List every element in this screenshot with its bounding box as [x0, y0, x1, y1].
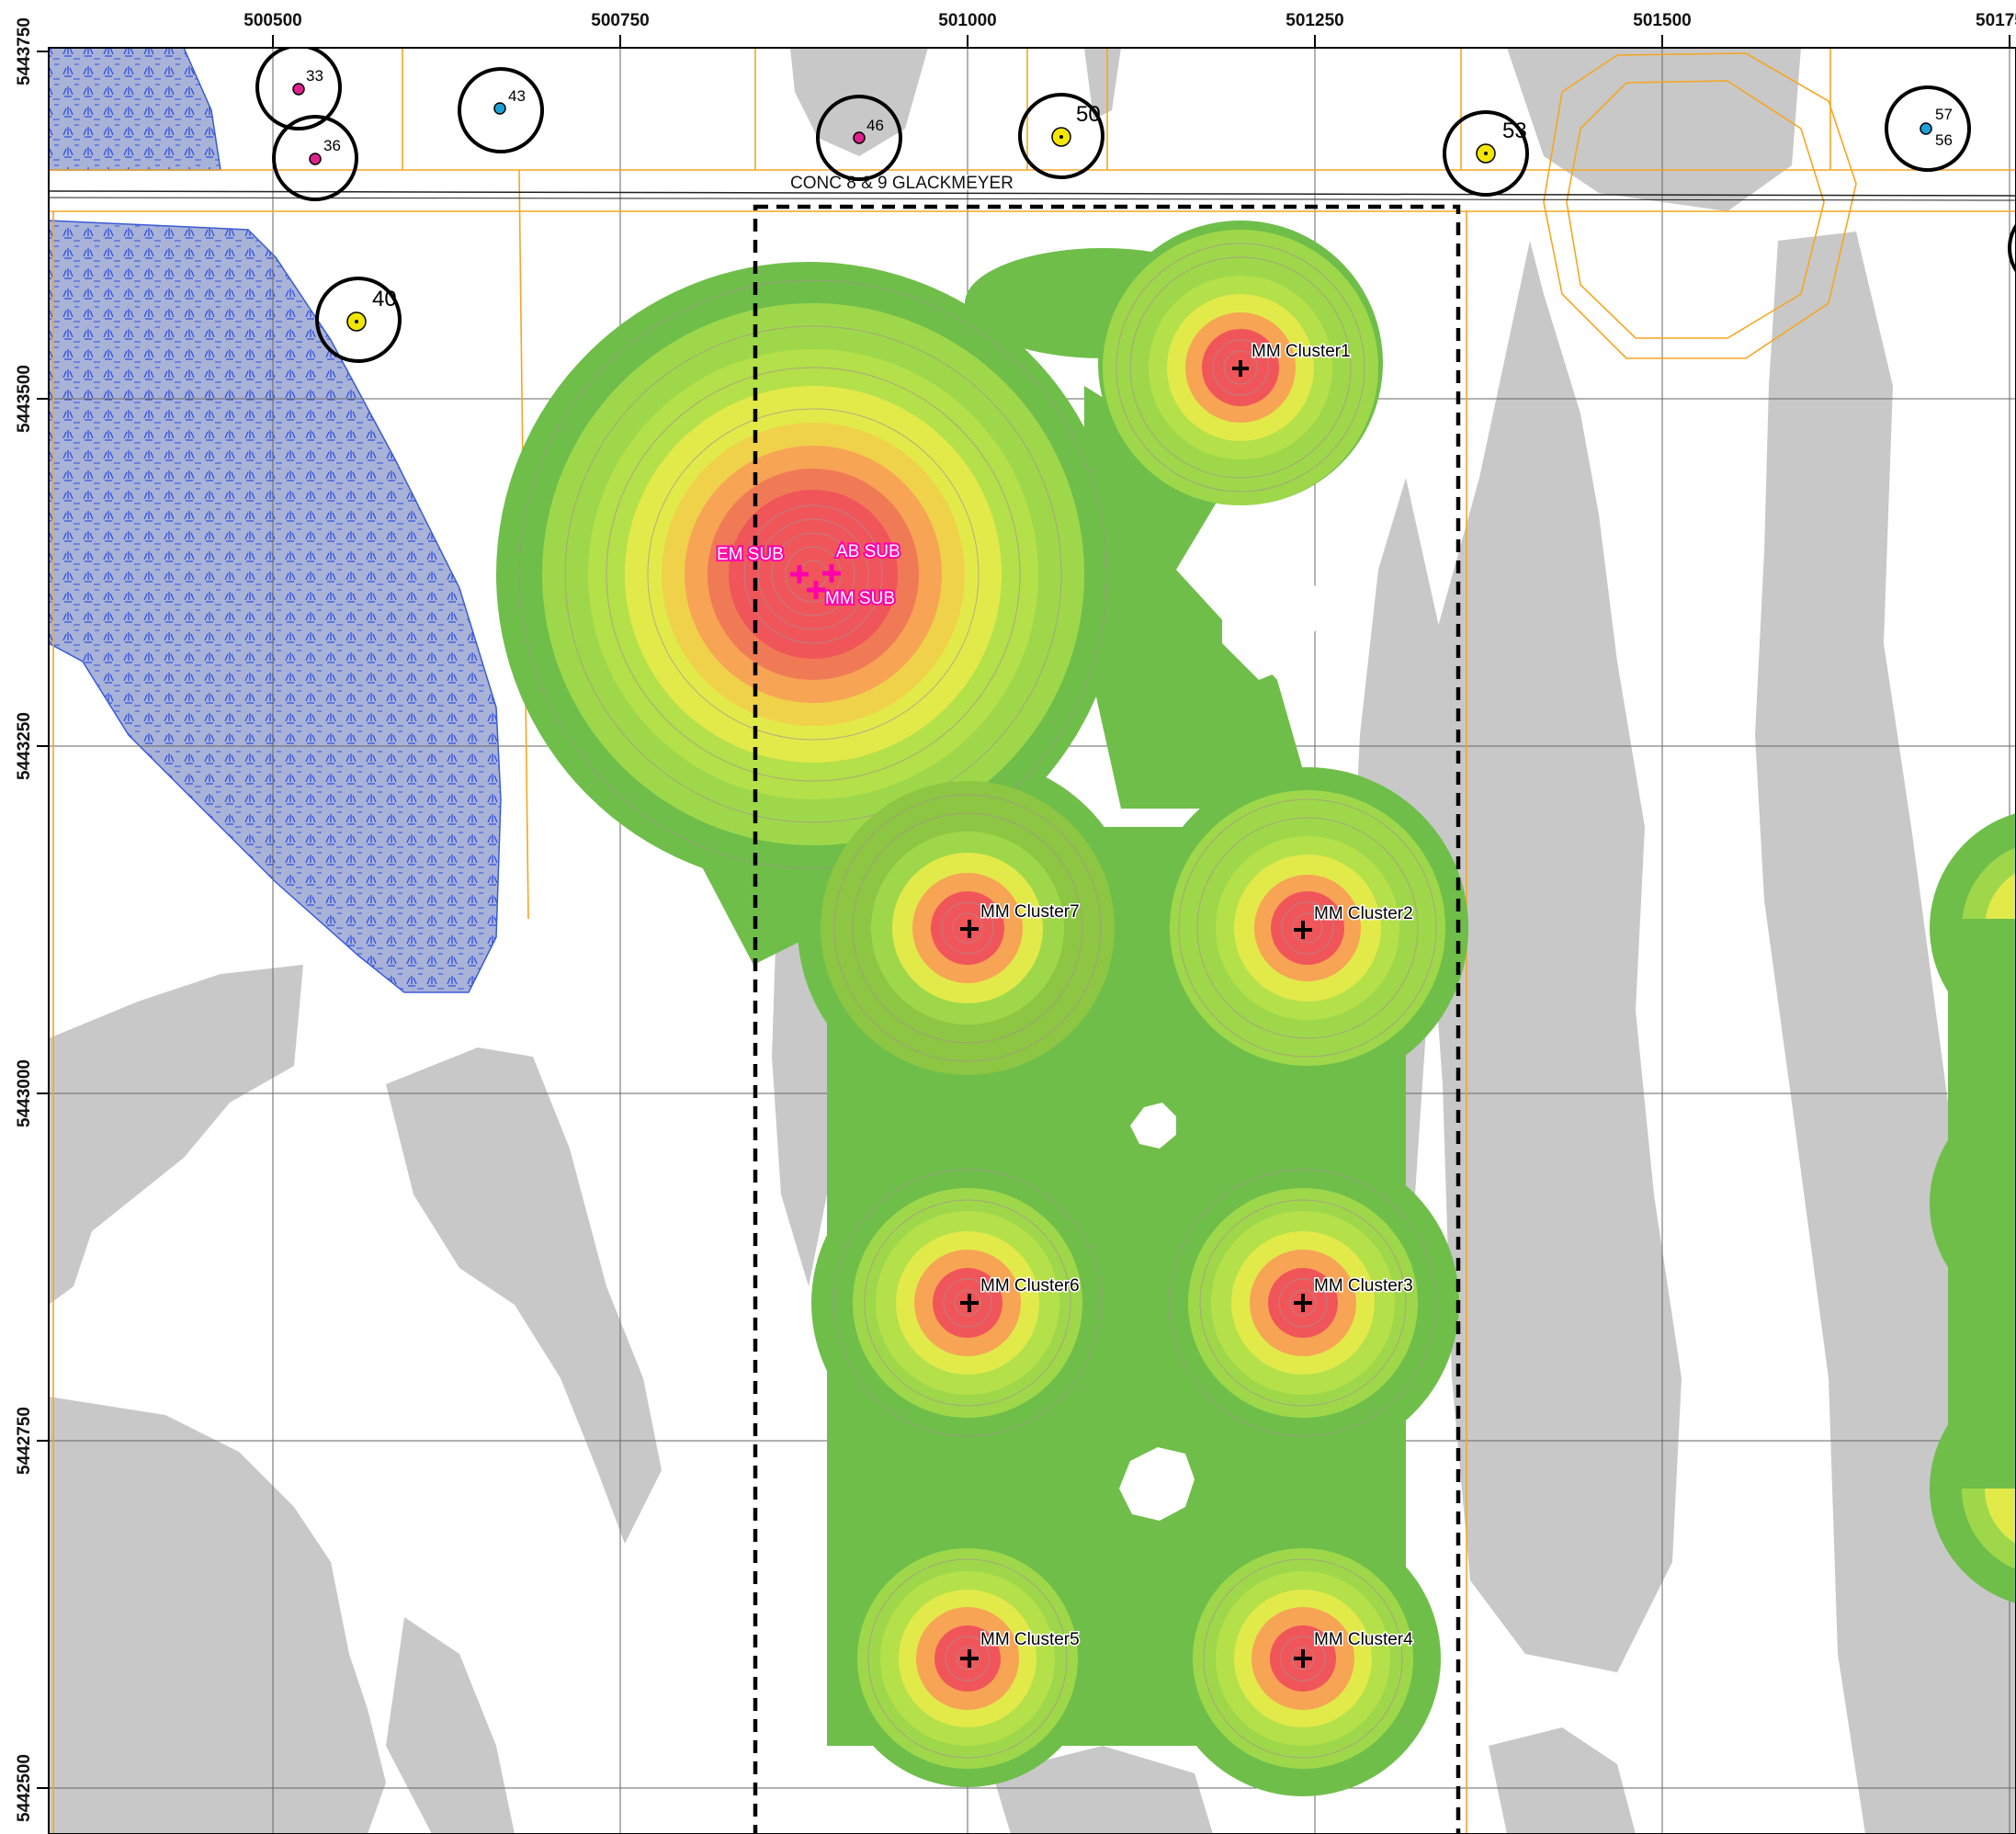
plus-icon — [807, 581, 825, 599]
circle-icon — [309, 153, 322, 165]
circle-icon — [493, 102, 506, 115]
y-tick-label: 5443500 — [15, 365, 34, 433]
well-label: 56 — [1935, 131, 1953, 149]
cluster-label: MM Cluster5 — [980, 1630, 1080, 1649]
cluster-5[interactable]: MM Cluster5 — [960, 1629, 1081, 1668]
x-tick-label: 501000 — [938, 11, 996, 30]
well-43[interactable]: 43 — [458, 67, 544, 153]
cluster-2[interactable]: MM Cluster2 — [1294, 903, 1414, 939]
substation-label: AB SUB — [836, 542, 900, 561]
well-buffer-circle — [255, 48, 342, 130]
well-buffer-circle — [816, 95, 902, 181]
east-contours — [1930, 813, 2016, 1603]
map-area[interactable]: CONC 8 & 9 GLACKMEYER 33 36 43 — [49, 46, 2016, 1834]
project-boundary — [753, 204, 1461, 1834]
well-buffer-circle — [2008, 222, 2016, 274]
well-buffer-circle — [272, 115, 358, 201]
cluster-label: MM Cluster7 — [980, 902, 1080, 922]
plus-icon — [1294, 1294, 1312, 1312]
circle-icon — [292, 83, 305, 96]
well-40[interactable]: 40 — [315, 277, 402, 363]
y-tick-label: 5442500 — [15, 1754, 34, 1822]
cluster-label: MM Cluster6 — [980, 1276, 1080, 1296]
substation-label: MM SUB — [825, 589, 895, 608]
well-east-edge[interactable] — [2008, 207, 2016, 289]
wells[interactable]: 33 36 43 46 50 — [255, 46, 2016, 363]
substation-label: EM SUB — [717, 545, 784, 564]
cluster-label: MM Cluster3 — [1314, 1276, 1413, 1296]
well-53[interactable]: 53 — [1443, 110, 1529, 197]
cluster-4[interactable]: MM Cluster4 — [1294, 1629, 1415, 1668]
lot-lines — [49, 48, 2016, 1834]
wetland-areas — [49, 48, 502, 993]
plus-icon — [1294, 1649, 1312, 1668]
well-46[interactable]: 46 — [816, 95, 902, 181]
cluster-1[interactable]: MM Cluster1 — [1232, 341, 1352, 377]
plus-icon — [1294, 921, 1312, 939]
plus-icon — [822, 564, 841, 583]
well-label: 36 — [323, 137, 341, 154]
y-tick-label: 5443250 — [15, 712, 34, 780]
x-tick-label: 500750 — [591, 11, 649, 30]
well-33[interactable]: 33 — [255, 46, 342, 130]
cluster-6[interactable]: MM Cluster6 — [960, 1275, 1081, 1312]
well-buffer-circle — [1885, 85, 1971, 172]
y-axis: 5443750 5443500 5443250 5443000 5442750 … — [15, 17, 49, 1822]
wetland-north — [49, 48, 221, 171]
substation-contours — [518, 279, 1108, 869]
plus-icon — [1232, 360, 1249, 377]
well-buffer-circle — [315, 277, 402, 363]
well-36[interactable]: 36 — [272, 115, 358, 201]
x-tick-label: 500500 — [244, 11, 301, 30]
circle-icon — [853, 131, 866, 144]
y-tick-label: 5443750 — [15, 17, 34, 85]
plus-icon — [960, 1649, 979, 1668]
circle-icon — [1920, 122, 1932, 135]
wetland-west — [49, 220, 502, 993]
plus-icon — [790, 565, 809, 583]
y-tick-label: 5442750 — [15, 1407, 34, 1475]
plus-icon — [960, 1294, 979, 1312]
cluster-3[interactable]: MM Cluster3 — [1294, 1275, 1414, 1312]
well-label: 53 — [1502, 119, 1527, 143]
well-57-56[interactable]: 57 56 — [1885, 85, 1971, 172]
cluster-markers[interactable]: MM Cluster1 MM Cluster7 MM Cluster2 MM C… — [960, 341, 1415, 1668]
well-label: 50 — [1076, 102, 1101, 127]
substation-markers[interactable]: EM SUB AB SUB MM SUB — [715, 540, 902, 610]
well-label: 33 — [306, 67, 323, 85]
x-tick-label: 501500 — [1633, 11, 1691, 30]
cluster-7[interactable]: MM Cluster7 — [960, 901, 1081, 938]
well-buffer-circle — [1018, 93, 1104, 179]
well-label: 43 — [508, 87, 526, 105]
map-border — [48, 47, 2016, 1834]
well-label: 46 — [866, 117, 884, 134]
well-label: 57 — [1935, 106, 1953, 123]
cluster-label: MM Cluster1 — [1252, 342, 1351, 361]
plus-icon — [960, 920, 979, 938]
well-buffer-circle — [1443, 110, 1529, 197]
well-label: 40 — [372, 287, 397, 311]
cluster-label: MM Cluster2 — [1314, 904, 1413, 923]
road-label: CONC 8 & 9 GLACKMEYER — [790, 174, 1014, 193]
well-buffer-circle — [458, 67, 544, 153]
y-tick-label: 5443000 — [15, 1059, 34, 1127]
cluster-label: MM Cluster4 — [1314, 1630, 1413, 1649]
well-50[interactable]: 50 — [1018, 93, 1104, 179]
x-tick-label: 501250 — [1285, 11, 1343, 30]
